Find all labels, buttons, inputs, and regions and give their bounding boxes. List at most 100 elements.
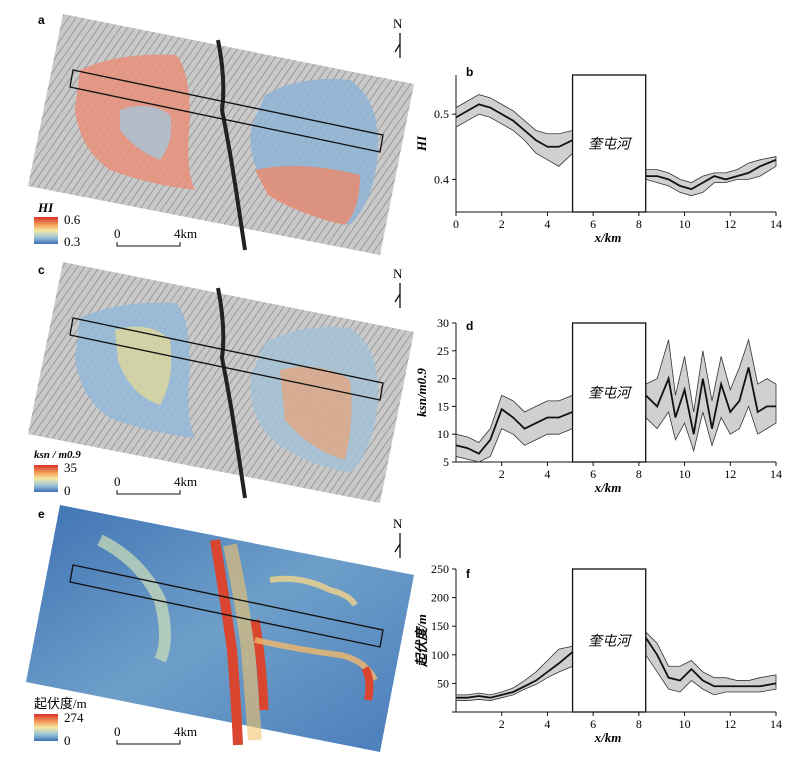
colorbar-relief: 起伏度/m 274 0: [34, 696, 87, 748]
profile-swath-box: [69, 317, 384, 401]
x-tick-label: 4: [544, 467, 550, 481]
mean-profile-line: [456, 651, 574, 699]
colorbar-ksn: ksn / m0.9 35 0: [34, 449, 81, 498]
relief-map: [26, 505, 414, 752]
scale-bar-end: 4km: [174, 474, 197, 489]
map-panel-e: [26, 505, 414, 752]
river-channel: [216, 39, 247, 251]
hi-overlay-west-low: [120, 106, 172, 160]
river-gap-label: 奎屯河: [588, 634, 633, 650]
panel-letter-a: a: [38, 13, 45, 27]
swath-range-band: [645, 630, 777, 696]
x-tick-label: 6: [590, 717, 596, 731]
colorbar-ramp: [34, 465, 58, 492]
panel-letter-d: d: [466, 319, 473, 333]
mean-profile-line: [455, 103, 573, 148]
x-tick-label: 2: [499, 717, 505, 731]
colorbar-max: 274: [64, 710, 84, 725]
river-gap-box: [571, 74, 647, 213]
x-tick-label: 12: [724, 467, 736, 481]
chart-relief-profile: 奎屯河 2 4 6 8 10 12 14 50 100 150 200 250 x/km 起伏度/m: [414, 562, 782, 745]
scale-bar-start: 0: [114, 724, 121, 739]
y-tick-label: 50: [437, 676, 449, 690]
panel-letter-f: f: [466, 567, 471, 581]
x-tick-label: 6: [590, 217, 596, 231]
y-tick-label: 30: [437, 316, 449, 330]
scale-bar-line: [116, 490, 181, 495]
y-tick-label: 5: [443, 455, 449, 469]
scale-bar: 0 4km: [114, 724, 197, 745]
x-tick-label: 14: [770, 717, 782, 731]
scale-bar-end: 4km: [174, 724, 197, 739]
chart-hi-profile: 奎屯河 0 2 4 6 8 10 12 14 0.4 0.5 x/km HI: [414, 74, 782, 245]
colorbar-hi: HI 0.6 0.3: [34, 200, 81, 249]
north-label: N: [393, 16, 403, 31]
y-tick-label: 0.4: [434, 172, 449, 186]
hi-overlay-east-high: [255, 166, 360, 225]
scale-bar-start: 0: [114, 226, 121, 241]
x-tick-label: 8: [636, 717, 642, 731]
mean-profile-line: [645, 367, 776, 435]
scale-bar: 0 4km: [114, 474, 197, 495]
x-tick-label: 12: [724, 717, 736, 731]
colorbar-max: 35: [64, 460, 77, 475]
map-panel-a: [28, 14, 414, 255]
x-axis-label: x/km: [594, 230, 622, 245]
scale-bar: 0 4km: [114, 226, 197, 247]
swath-range-band: [455, 94, 573, 167]
y-tick-label: 20: [437, 372, 449, 386]
x-tick-label: 14: [770, 467, 782, 481]
profile-swath-box: [69, 69, 384, 153]
north-arrow-icon: [394, 533, 401, 558]
colorbar-ramp: [34, 714, 58, 741]
scale-bar-end: 4km: [174, 226, 197, 241]
river-gap-box: [571, 568, 647, 713]
panel-letter-e: e: [38, 507, 45, 521]
y-tick-label: 150: [431, 619, 449, 633]
y-tick-label: 0.5: [434, 107, 449, 121]
y-tick-label: 25: [437, 344, 449, 358]
x-tick-label: 4: [544, 217, 550, 231]
x-axis-label: x/km: [594, 480, 622, 495]
x-tick-label: 8: [636, 217, 642, 231]
x-tick-label: 6: [590, 467, 596, 481]
y-axis-label: ksn/m0.9: [414, 368, 429, 417]
x-tick-label: 2: [499, 217, 505, 231]
mean-profile-line: [455, 407, 573, 455]
y-tick-label: 200: [431, 591, 449, 605]
relief-ridge-northeast: [269, 575, 358, 607]
y-axis-label: HI: [414, 135, 429, 152]
x-tick-label: 12: [724, 217, 736, 231]
north-arrow-icon: [394, 33, 401, 58]
north-arrow-icon: [394, 283, 401, 308]
north-arrow: N: [393, 266, 403, 308]
scale-bar-start: 0: [114, 474, 121, 489]
ksn-overlay-west-mid: [115, 326, 172, 405]
chart-ksn-profile: 奎屯河 2 4 6 8 10 12 14 5 10 15 20 25 30 x/km ksn/m0.9: [414, 316, 782, 495]
colorbar-title: 起伏度/m: [34, 696, 87, 711]
map-panel-c: [28, 262, 414, 503]
y-tick-label: 250: [431, 562, 449, 576]
colorbar-min: 0.3: [64, 234, 80, 249]
north-arrow: N: [393, 16, 403, 58]
relief-ridge-west: [97, 534, 171, 663]
x-tick-label: 14: [770, 217, 782, 231]
relief-valley-east: [250, 619, 269, 711]
colorbar-max: 0.6: [64, 212, 81, 227]
panel-letter-c: c: [38, 263, 45, 277]
relief-valley-main: [210, 539, 243, 746]
x-tick-label: 4: [544, 717, 550, 731]
river-gap-label: 奎屯河: [588, 137, 633, 153]
mean-profile-line: [644, 637, 777, 688]
y-tick-label: 10: [437, 427, 449, 441]
river-gap-label: 奎屯河: [588, 386, 633, 402]
north-label: N: [393, 516, 403, 531]
river-gap-box: [571, 322, 647, 463]
x-tick-label: 10: [679, 217, 691, 231]
scale-bar-line: [116, 740, 181, 745]
colorbar-min: 0: [64, 733, 71, 748]
y-tick-label: 15: [437, 399, 449, 413]
x-tick-label: 10: [679, 717, 691, 731]
x-tick-label: 8: [636, 467, 642, 481]
